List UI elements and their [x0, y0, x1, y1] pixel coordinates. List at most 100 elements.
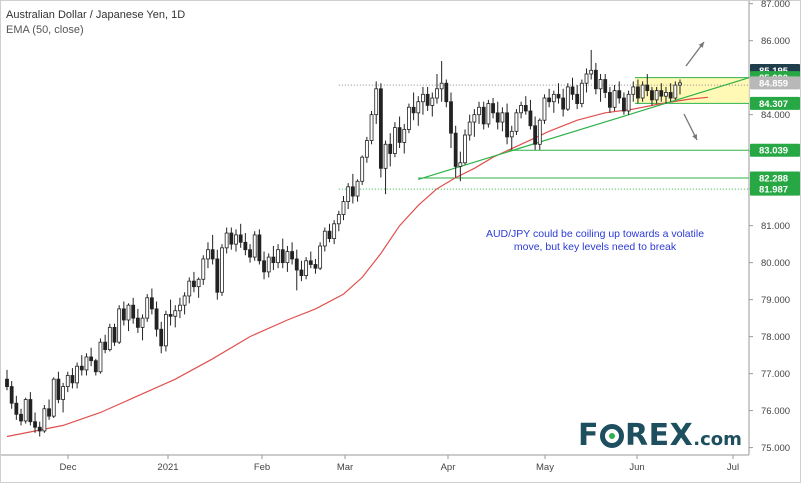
candle-body: [89, 356, 94, 362]
candle-body: [659, 90, 664, 97]
candle-body: [103, 341, 108, 350]
candle-body: [149, 297, 154, 310]
candle-body: [23, 399, 28, 422]
candle-body: [266, 256, 271, 273]
candle-body: [262, 260, 266, 273]
price-tag-5: [750, 171, 800, 185]
candle-body: [561, 97, 566, 110]
candle-body: [570, 86, 575, 95]
candle-body: [556, 93, 561, 99]
chart-title: Australian Dollar / Japanese Yen, 1D: [6, 9, 186, 21]
candle-body: [537, 119, 542, 145]
candle-body: [332, 223, 337, 239]
candle-body: [654, 90, 659, 101]
candle-body: [308, 260, 313, 265]
chart-subtitle: EMA (50, close): [6, 24, 84, 36]
candle-body: [533, 125, 538, 145]
candle-body: [341, 201, 346, 215]
candle-body: [107, 326, 112, 350]
candle-body: [388, 143, 393, 154]
candle-body: [98, 341, 103, 373]
price-tag-label-2: 84.859: [759, 78, 788, 89]
price-tag-label-4: 83.039: [759, 146, 788, 157]
candle-body: [500, 112, 505, 123]
candle-body: [9, 386, 14, 404]
candle-body: [598, 79, 603, 90]
candle-body: [168, 314, 173, 317]
candle-body: [336, 214, 341, 225]
candle-body: [112, 326, 117, 343]
candle-body: [285, 251, 290, 264]
candle-body: [668, 92, 673, 99]
y-tick-label: 87.000: [761, 0, 790, 10]
candle-body: [327, 230, 332, 239]
candle-body: [318, 245, 323, 269]
candle-body: [593, 69, 598, 90]
candle-body: [407, 106, 411, 130]
price-tag-label-5: 82.288: [759, 174, 788, 185]
x-tick-label: Feb: [254, 462, 270, 473]
candle-body: [664, 92, 668, 97]
candle-body: [528, 110, 533, 127]
candle-body: [486, 103, 491, 125]
candle-body: [378, 88, 383, 169]
candle-body: [140, 317, 145, 328]
candle-body: [61, 386, 65, 400]
candle-body: [257, 234, 262, 262]
candle-body: [79, 365, 84, 371]
candle-body: [374, 88, 379, 116]
candle-body: [430, 97, 435, 106]
candle-body: [276, 249, 280, 264]
candle-body: [131, 304, 136, 319]
candle-body: [458, 162, 463, 167]
candle-body: [159, 328, 164, 347]
candle-body: [346, 186, 351, 203]
x-tick-label: Mar: [337, 462, 353, 473]
candle-body: [271, 256, 276, 264]
price-tag-2: [750, 76, 800, 90]
candle-body: [84, 356, 89, 371]
y-tick-label: 76.000: [761, 406, 790, 417]
candle-body: [416, 101, 421, 114]
candle-body: [121, 308, 126, 321]
candle-body: [547, 97, 552, 103]
candle-body: [192, 280, 196, 288]
y-tick-label: 75.000: [761, 443, 790, 454]
candle-body: [393, 127, 397, 154]
price-tag-4: [750, 143, 800, 157]
candle-body: [234, 234, 238, 245]
x-tick-label: Apr: [441, 462, 456, 473]
candle-body: [14, 402, 19, 415]
candle-body: [542, 97, 547, 121]
candle-body: [47, 408, 51, 417]
candle-body: [93, 360, 98, 373]
candle-body: [5, 378, 9, 387]
price-tag-label-6: 81.987: [759, 185, 788, 196]
candle-body: [472, 114, 477, 123]
candle-body: [505, 112, 509, 138]
chart-annotation: AUD/JPY could be coiling up towards a vo…: [485, 228, 705, 253]
candle-body: [56, 378, 61, 400]
candle-body: [495, 112, 500, 123]
y-tick-label: 78.000: [761, 332, 790, 343]
candle-body: [313, 264, 318, 269]
candle-body: [435, 88, 439, 99]
candle-body: [411, 106, 416, 114]
breakout-up-arrow-head: [698, 42, 704, 48]
candle-body: [449, 101, 453, 134]
candle-body: [645, 84, 650, 92]
candle-body: [28, 399, 33, 423]
candle-body: [224, 232, 229, 249]
y-tick-label: 79.000: [761, 295, 790, 306]
candle-body: [584, 73, 589, 84]
breakout-down-arrow-head: [692, 134, 697, 140]
x-tick-label: Jul: [727, 462, 739, 473]
y-tick-label: 81.000: [761, 221, 790, 232]
candle-body: [467, 121, 472, 136]
candle-body: [678, 82, 682, 86]
candle-body: [402, 129, 407, 143]
candle-body: [196, 278, 201, 288]
candle-body: [463, 134, 467, 164]
